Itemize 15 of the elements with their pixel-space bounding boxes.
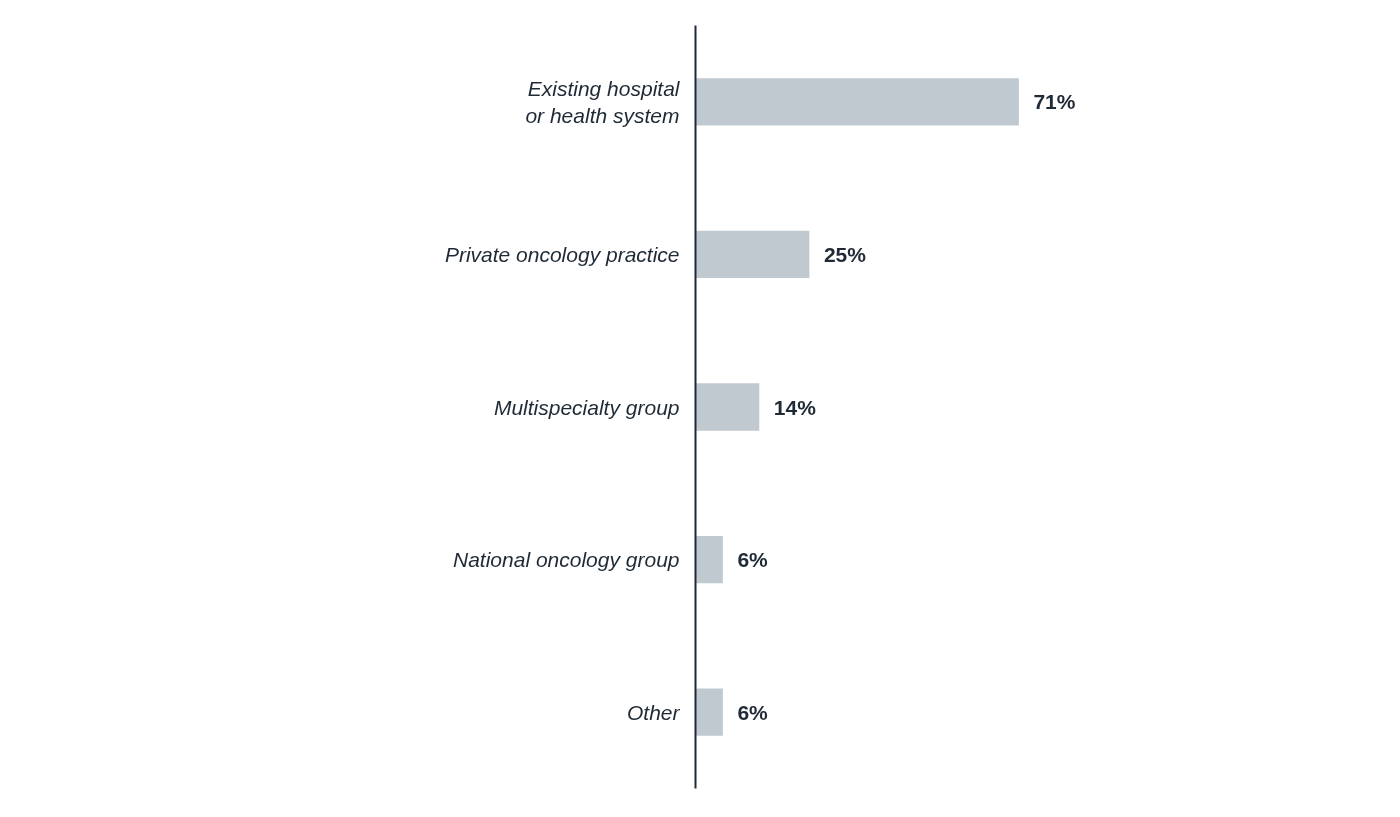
bar xyxy=(695,535,723,584)
data-label: 14% xyxy=(773,395,817,419)
y-tick-label: Other xyxy=(626,700,681,724)
y-tick-label: Private oncology practice xyxy=(444,242,680,266)
data-label: 71% xyxy=(1033,90,1076,114)
data-label: 6% xyxy=(737,700,769,724)
data-label: 25% xyxy=(823,242,867,266)
bar xyxy=(695,230,810,279)
y-tick-label: Multispecialty group xyxy=(493,395,680,419)
bar xyxy=(695,383,760,431)
y-tick-label: National oncology group xyxy=(453,548,680,572)
bar xyxy=(695,78,1019,126)
data-label: 6% xyxy=(737,548,769,572)
y-tick-label: Existing hospital or health system xyxy=(525,76,681,128)
bar xyxy=(695,688,723,736)
